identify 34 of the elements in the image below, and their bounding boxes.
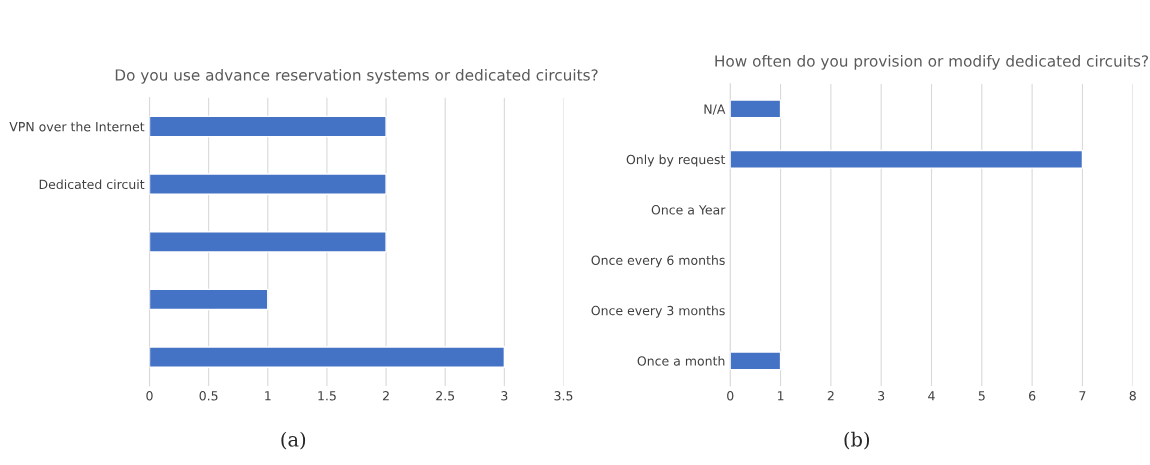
bar [149,288,269,311]
x-tick-label: 1 [777,391,784,401]
x-tick-label: 5 [978,391,985,401]
x-tick-label: 0.5 [199,391,218,401]
chart-title: How often do you provision or modify dedicated circuits? [715,54,1148,70]
x-tick-label: 3 [878,391,885,401]
bar [149,231,387,253]
y-tick-label: Dedicated circuit [39,179,145,190]
x-tick-label: 4 [928,391,935,401]
y-tick-label: Once a month [637,356,725,366]
y-tick-label: Once a Year [651,205,726,215]
x-tick-label: 1 [265,391,271,401]
y-tick-label: VPN over the Internet [9,121,145,132]
x-tick-label: 0 [727,391,734,401]
x-tick-label: 2.5 [436,391,455,401]
y-tick-label: Once every 6 months [591,255,725,268]
x-tick-label: 3.5 [554,391,573,401]
x-tick-label: 8 [1129,391,1136,401]
bar [149,346,506,368]
y-tick-label: Once every 3 months [591,305,725,318]
text: (b) [844,431,870,450]
text: (a) [281,431,306,450]
chart-title: Do you use advance reservation systems or dedicated circuits? [115,68,598,84]
x-tick-label: 0 [146,391,153,401]
x-tick-label: 2 [383,391,389,401]
x-tick-label: 3 [501,391,508,401]
x-tick-label: 7 [1079,391,1086,401]
x-tick-label: 2 [827,391,834,401]
x-tick-label: 6 [1029,391,1036,401]
bar [149,173,387,195]
y-tick-label: Only by request [626,154,726,167]
y-tick-label: N/A [704,104,726,115]
bar [149,115,387,138]
x-tick-label: 1.5 [318,391,336,401]
